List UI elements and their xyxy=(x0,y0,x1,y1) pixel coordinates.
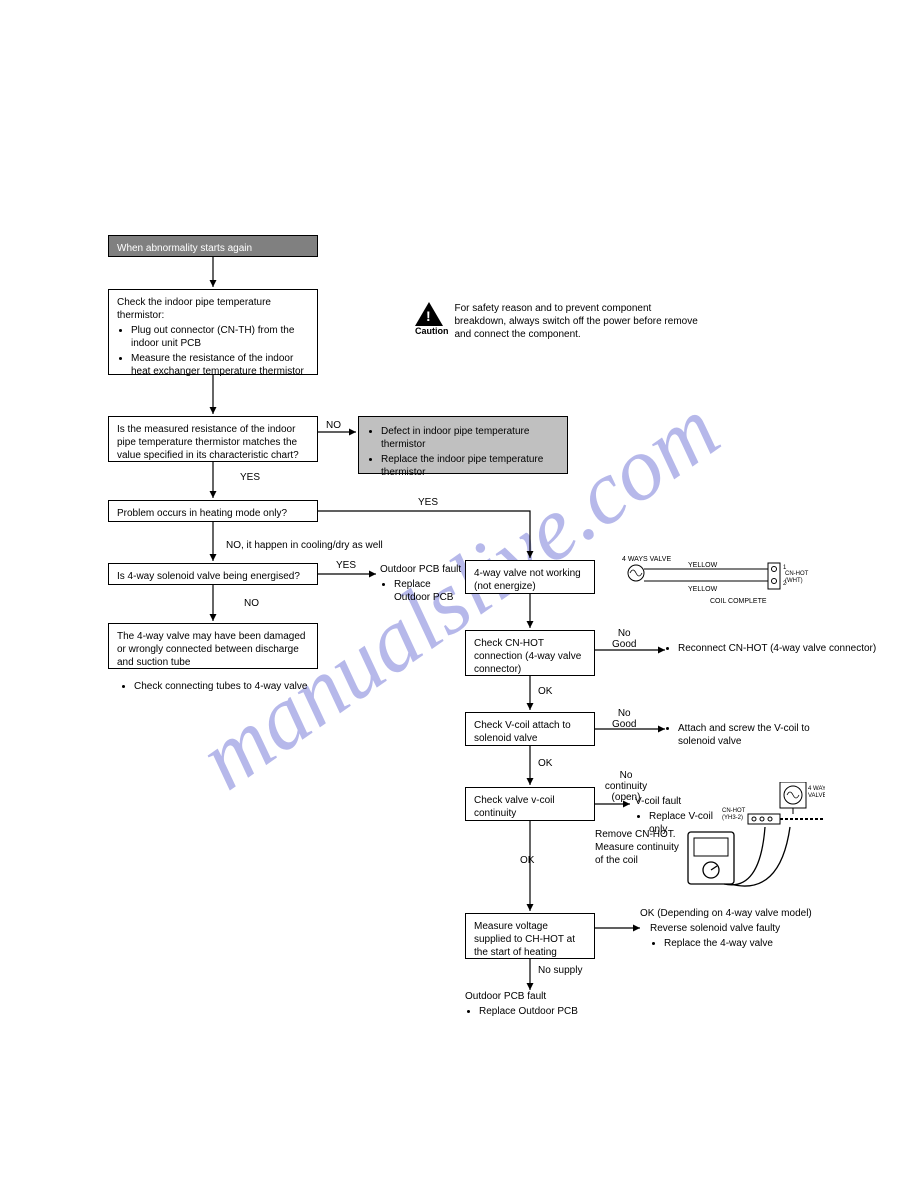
caution-icon: Caution xyxy=(415,302,449,338)
svg-text:CN-HOT: CN-HOT xyxy=(722,808,746,814)
label-yes-2: YES xyxy=(418,497,438,508)
result-attach-screw: Attach and screw the V-coil to solenoid … xyxy=(664,720,824,748)
svg-text:(YH3-2): (YH3-2) xyxy=(722,815,743,821)
node-check-continuity-text: Check valve v-coil continuity xyxy=(474,795,555,819)
node-heating-only-text: Problem occurs in heating mode only? xyxy=(117,508,287,519)
caution-text: For safety reason and to prevent compone… xyxy=(455,302,706,341)
label-no-cooling: NO, it happen in cooling/dry as well xyxy=(226,540,383,551)
result-outdoor-pcb-2: Outdoor PCB fault Replace Outdoor PCB xyxy=(465,990,578,1018)
result-title: V-coil fault xyxy=(635,796,681,807)
label-ok-1: OK xyxy=(538,686,552,697)
node-measure-voltage-text: Measure voltage supplied to CH-HOT at th… xyxy=(474,921,575,958)
node-check-cnhot: Check CN-HOT connection (4-way valve con… xyxy=(465,630,595,676)
node-solenoid-text: Is 4-way solenoid valve being energised? xyxy=(117,571,300,582)
bullet: Attach and screw the V-coil to solenoid … xyxy=(678,722,824,748)
result-title: Reverse solenoid valve faulty xyxy=(650,923,780,934)
bullet: Replace Outdoor PCB xyxy=(479,1005,578,1018)
result-outdoor-pcb-1: Outdoor PCB fault Replace Outdoor PCB xyxy=(380,563,465,604)
bullet: Plug out connector (CN-TH) from the indo… xyxy=(131,324,309,350)
bullet: Measure the resistance of the indoor hea… xyxy=(131,352,309,378)
bullet: Replace Outdoor PCB xyxy=(394,578,465,604)
result-remove-cnhot: Remove CN-HOT. Measure continuity of the… xyxy=(595,828,685,867)
bullet: Replace the indoor pipe temperature ther… xyxy=(381,453,559,479)
node-start-text: When abnormality starts again xyxy=(117,243,252,254)
node-check-cnhot-text: Check CN-HOT connection (4-way valve con… xyxy=(474,638,581,675)
svg-text:CN-HOT: CN-HOT xyxy=(785,571,809,577)
label-ok-depend: OK (Depending on 4-way valve model) xyxy=(640,908,812,919)
svg-text:4 WAYS: 4 WAYS xyxy=(808,786,825,792)
result-reconnect: Reconnect CN-HOT (4-way valve connector) xyxy=(664,640,876,655)
node-defect: Defect in indoor pipe temperature thermi… xyxy=(358,416,568,474)
node-measure-voltage: Measure voltage supplied to CH-HOT at th… xyxy=(465,913,595,959)
label-ok-2: OK xyxy=(538,758,552,769)
node-valve-not-working-text: 4-way valve not working (not energize) xyxy=(474,568,581,592)
caution-block: Caution For safety reason and to prevent… xyxy=(415,302,705,341)
result-check-tubes-text: Check connecting tubes to 4-way valve xyxy=(134,680,307,693)
bullet: Replace the 4-way valve xyxy=(664,937,820,950)
node-valve-damaged: The 4-way valve may have been damaged or… xyxy=(108,623,318,669)
diag-label: 4 WAYS VALVE xyxy=(622,556,671,563)
node-check-vcoil-attach: Check V-coil attach to solenoid valve xyxy=(465,712,595,746)
node-check-thermistor-text: Check the indoor pipe temperature thermi… xyxy=(117,297,271,321)
svg-text:VALVE: VALVE xyxy=(808,793,825,799)
diagram-wiring: 4 WAYS VALVE YELLOW YELLOW 1 2 CN-HOT (W… xyxy=(620,551,812,606)
svg-text:YELLOW: YELLOW xyxy=(688,562,718,569)
label-ok-3: OK xyxy=(520,855,534,866)
node-heating-only: Problem occurs in heating mode only? xyxy=(108,500,318,522)
result-title: Outdoor PCB fault xyxy=(465,991,546,1002)
svg-text:YELLOW: YELLOW xyxy=(688,586,718,593)
node-is-match: Is the measured resistance of the indoor… xyxy=(108,416,318,462)
node-is-match-text: Is the measured resistance of the indoor… xyxy=(117,424,299,461)
node-start: When abnormality starts again xyxy=(108,235,318,257)
label-yes-1: YES xyxy=(240,472,260,483)
svg-text:(WHT): (WHT) xyxy=(785,578,803,584)
node-check-thermistor: Check the indoor pipe temperature thermi… xyxy=(108,289,318,375)
bullet: Reconnect CN-HOT (4-way valve connector) xyxy=(678,642,876,655)
label-no-supply: No supply xyxy=(538,965,582,976)
label-no-1: NO xyxy=(326,420,341,431)
node-valve-damaged-text: The 4-way valve may have been damaged or… xyxy=(117,631,305,668)
label-no-good-1: NoGood xyxy=(612,628,636,650)
node-check-vcoil-attach-text: Check V-coil attach to solenoid valve xyxy=(474,720,571,744)
label-no-good-2: NoGood xyxy=(612,708,636,730)
node-valve-not-working: 4-way valve not working (not energize) xyxy=(465,560,595,594)
svg-text:COIL COMPLETE: COIL COMPLETE xyxy=(710,598,767,605)
result-reverse-faulty: Reverse solenoid valve faulty Replace th… xyxy=(650,922,820,950)
node-solenoid-energ: Is 4-way solenoid valve being energised? xyxy=(108,563,318,585)
caution-label: Caution xyxy=(415,326,449,336)
label-yes-energ: YES xyxy=(336,560,356,571)
node-check-continuity: Check valve v-coil continuity xyxy=(465,787,595,821)
result-check-tubes: Check connecting tubes to 4-way valve xyxy=(120,678,307,693)
bullet: Defect in indoor pipe temperature thermi… xyxy=(381,425,559,451)
result-title: Outdoor PCB fault xyxy=(380,564,461,575)
label-no-energ: NO xyxy=(244,598,259,609)
